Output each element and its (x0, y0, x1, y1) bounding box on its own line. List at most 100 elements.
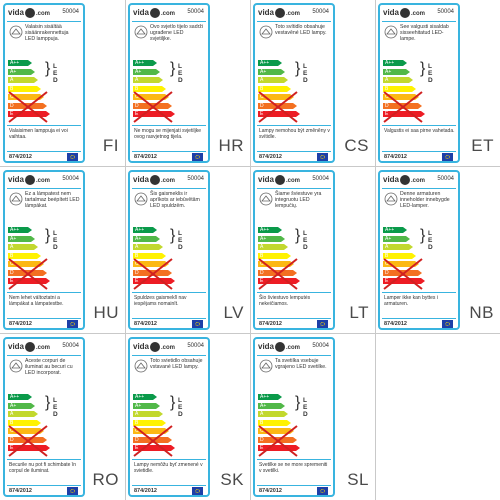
lamp-icon (134, 25, 148, 39)
brand-suffix: .com (36, 11, 51, 18)
divider (132, 318, 206, 319)
excluded-classes-cross-icon (8, 425, 48, 457)
energy-class-label: D (260, 436, 264, 443)
energy-class-bar: A (258, 244, 288, 250)
divider (7, 485, 81, 486)
led-letter: E (53, 404, 58, 411)
energy-class-label: B (135, 419, 139, 426)
led-letter: L (53, 63, 57, 70)
model-number: 50004 (437, 176, 454, 182)
energy-class-label: A+ (385, 235, 392, 242)
led-letter: D (53, 244, 58, 251)
eu-flag-icon (192, 153, 203, 161)
lamp-replacement-note: Ne mogu se mijenjati svjetiljke ovog ras… (134, 128, 201, 140)
energy-class-label: D (135, 102, 139, 109)
divider (257, 318, 331, 319)
grid-divider-vertical (375, 0, 376, 500)
brand-logo-mark (150, 175, 161, 185)
energy-class-label: E (10, 111, 14, 117)
energy-label-card: vida .com 50004 Valaisin sisältää sisäänr… (3, 3, 85, 163)
energy-class-bar: A++ (133, 60, 157, 66)
brand-logo: vida .com (133, 342, 175, 354)
brand-text: vida (8, 8, 25, 18)
excluded-classes-cross-icon (8, 91, 48, 123)
lamp-icon (384, 192, 398, 206)
model-number: 50004 (187, 176, 204, 182)
language-code: FI (102, 136, 119, 155)
luminaire-description: Ta svetilka vsebuje vgrajeno LED svetilk… (275, 358, 327, 370)
energy-label-cell: vida .com 50004 Ta svetilka vsebuje vgraj… (250, 334, 375, 500)
energy-class-label: C (260, 261, 264, 267)
model-number: 50004 (62, 343, 79, 349)
energy-class-bar: B (258, 252, 291, 259)
brand-logo-mark (25, 8, 36, 18)
brace-icon: } (170, 60, 176, 77)
regulation-number: 874/2012 (259, 488, 282, 494)
energy-class-label: C (385, 261, 389, 267)
energy-class-label: A (260, 77, 264, 83)
energy-label-card: vida .com 50004 Aceste corpuri de ilumina… (3, 337, 85, 497)
energy-class-label: A (260, 244, 264, 250)
energy-class-bar: A++ (258, 227, 282, 233)
energy-class-bar: A (8, 244, 38, 250)
brand-logo-mark (25, 342, 36, 352)
energy-class-label: A++ (135, 60, 145, 66)
brand-logo-mark (275, 8, 286, 18)
energy-class-bar: B (383, 252, 416, 259)
brand-suffix: .com (286, 345, 301, 352)
energy-class-bar: A++ (383, 227, 407, 233)
energy-class-label: B (260, 85, 264, 92)
energy-class-label: E (135, 111, 139, 117)
regulation-number: 874/2012 (134, 154, 157, 160)
energy-class-bar: E (383, 278, 425, 284)
led-letter: E (428, 70, 433, 77)
divider (257, 188, 331, 189)
energy-class-label: A++ (385, 227, 395, 233)
energy-class-label: D (10, 102, 14, 109)
led-letter: D (178, 244, 183, 251)
energy-class-bar: E (383, 111, 425, 117)
luminaire-description: Šis gaismeklis ir aprīkots ar iebūvētām … (150, 191, 200, 209)
divider (7, 21, 81, 22)
energy-label-card: vida .com 50004 Toto svítidlo obsahuje ve… (253, 3, 335, 163)
brand-text: vida (133, 8, 150, 18)
energy-class-label: A+ (135, 402, 142, 409)
divider (382, 21, 456, 22)
brand-logo: vida .com (383, 175, 425, 187)
grid-divider-vertical (250, 0, 251, 500)
led-letter: E (178, 404, 183, 411)
energy-class-label: B (10, 419, 14, 426)
lamp-replacement-note: Becurile nu pot fi schimbate în corpul d… (9, 462, 76, 474)
energy-class-bar: A+ (133, 68, 160, 75)
brand-suffix: .com (36, 178, 51, 185)
eu-flag-icon (442, 153, 453, 161)
divider (382, 318, 456, 319)
energy-class-bar: A++ (8, 394, 32, 400)
lamp-icon (134, 192, 148, 206)
led-letter: D (428, 77, 433, 84)
energy-class-label: C (135, 428, 139, 434)
grid-divider-vertical (125, 0, 126, 500)
energy-class-bar: A+ (8, 402, 35, 409)
led-letter: E (303, 404, 308, 411)
lamp-replacement-note: Svetilke se ne more spremeniti v svetilk… (259, 462, 328, 474)
brand-logo-mark (400, 175, 411, 185)
divider (132, 355, 206, 356)
energy-label-card: vida .com 50004 Ovo svjetlo tijelo sadrži… (128, 3, 210, 163)
language-code: NB (469, 303, 494, 322)
energy-class-label: D (260, 102, 264, 109)
regulation-number: 874/2012 (9, 154, 32, 160)
energy-class-bar: E (258, 278, 300, 284)
energy-class-bar: A (8, 77, 38, 83)
model-number: 50004 (312, 343, 329, 349)
luminaire-description: Valaisin sisältää sisäänrakennettuja LED… (25, 24, 69, 42)
regulation-number: 874/2012 (259, 321, 282, 327)
energy-class-bar: B (8, 419, 41, 426)
divider (382, 151, 456, 152)
grid-divider-horizontal (0, 333, 500, 334)
divider (132, 21, 206, 22)
